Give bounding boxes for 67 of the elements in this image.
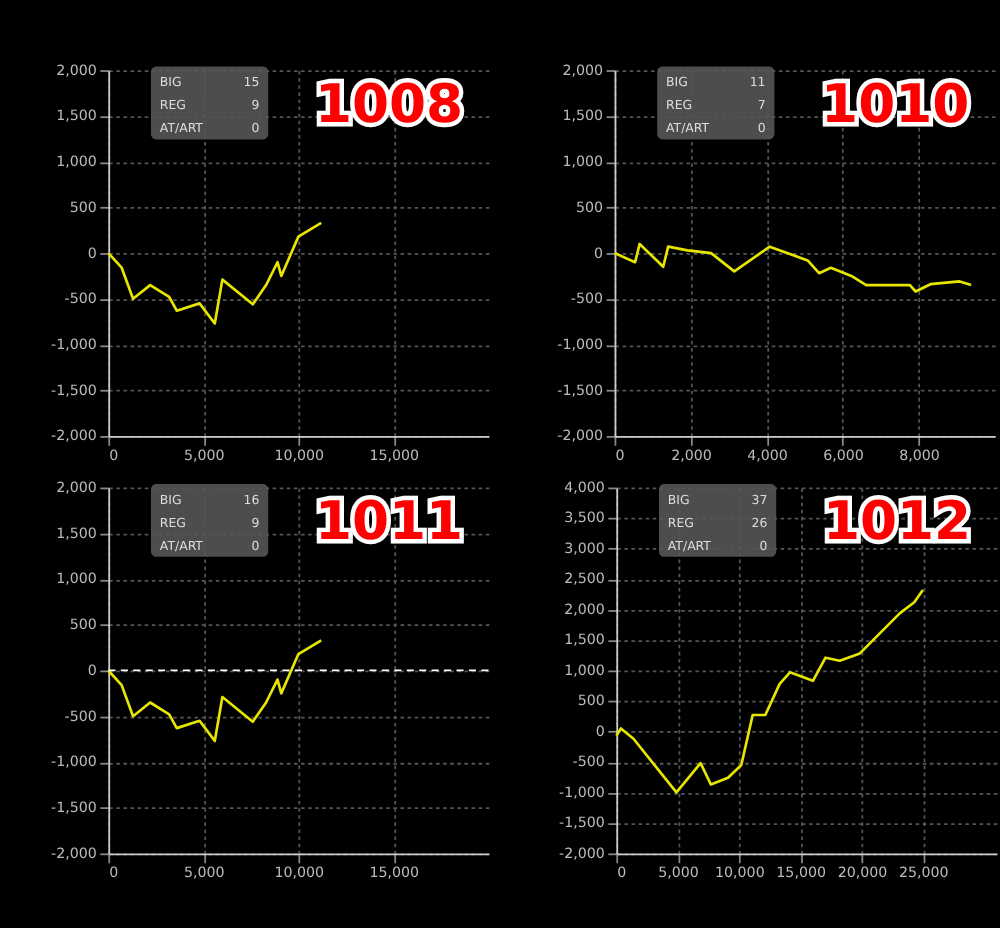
x-tick-label: 8,000 [899, 446, 941, 465]
x-tick-label: 5,000 [183, 446, 226, 465]
y-tick-label: 500 [577, 691, 606, 710]
x-tick-label: 10,000 [274, 446, 326, 465]
y-tick-label: 4,000 [564, 477, 606, 496]
x-tick-label: 20,000 [837, 863, 889, 882]
y-tick-label: 1,000 [562, 152, 604, 171]
x-tick-label: 15,000 [369, 863, 421, 882]
x-tick-label: 15,000 [776, 863, 827, 882]
y-tick-label: -1,000 [557, 334, 604, 353]
y-tick-label: -1,500 [557, 380, 604, 399]
line-series [107, 221, 323, 325]
y-tick-label: 2,000 [56, 60, 98, 79]
x-tick-label: 0 [109, 446, 120, 465]
y-tick-label: -1,500 [559, 813, 606, 832]
y-tick-label: 1,500 [56, 106, 98, 125]
x-tick-label: 0 [615, 446, 626, 465]
y-tick-label: 1,000 [56, 152, 98, 171]
y-tick-label: 500 [69, 197, 98, 216]
x-tick-label: 2,000 [671, 446, 713, 465]
x-tick-label: 0 [109, 863, 120, 882]
y-tick-label: 2,500 [564, 569, 606, 588]
y-tick-label: 2,000 [56, 477, 98, 496]
y-tick-label: -1,000 [51, 334, 98, 353]
y-tick-label: 3,000 [564, 538, 606, 557]
y-tick-label: 1,000 [56, 569, 98, 588]
y-tick-label: 2,000 [564, 599, 606, 618]
y-tick-label: -2,000 [559, 843, 606, 862]
chart-title: 1008 [314, 73, 464, 136]
y-tick-label: -500 [64, 289, 98, 308]
y-tick-label: 500 [575, 197, 604, 216]
x-tick-label: 10,000 [715, 863, 766, 882]
y-tick-label: -2,000 [557, 426, 604, 445]
y-tick-label: 2,000 [562, 60, 604, 79]
x-tick-label: 25,000 [898, 863, 950, 882]
y-tick-label: -500 [572, 752, 606, 771]
chart-title: 1012 [822, 491, 972, 554]
x-tick-label: 15,000 [369, 446, 421, 465]
x-tick-label: 0 [617, 863, 628, 882]
y-tick-label: -1,500 [51, 798, 98, 817]
y-tick-label: 1,500 [564, 630, 606, 649]
y-tick-label: 0 [595, 721, 606, 740]
y-tick-label: -500 [570, 289, 604, 308]
y-tick-label: -500 [64, 706, 98, 725]
line-series [107, 638, 323, 743]
y-tick-label: 0 [87, 243, 98, 262]
y-tick-label: 0 [593, 243, 604, 262]
y-tick-label: 3,500 [564, 508, 606, 527]
y-tick-label: 1,500 [56, 523, 98, 542]
x-tick-label: 10,000 [274, 863, 326, 882]
y-tick-label: -2,000 [51, 843, 98, 862]
x-tick-label: 4,000 [747, 446, 789, 465]
x-tick-label: 5,000 [658, 863, 700, 882]
x-tick-label: 5,000 [183, 863, 226, 882]
y-tick-label: -1,000 [559, 782, 606, 801]
y-tick-label: -1,000 [51, 752, 98, 771]
y-tick-label: -1,500 [51, 380, 98, 399]
y-tick-label: 500 [69, 615, 98, 634]
line-series [613, 242, 973, 293]
line-series [615, 588, 925, 794]
y-tick-label: -2,000 [51, 426, 98, 445]
chart-title: 1010 [821, 73, 970, 136]
chart-title: 1011 [314, 491, 464, 554]
y-tick-label: 0 [87, 660, 98, 679]
y-tick-label: 1,500 [562, 106, 604, 125]
x-tick-label: 6,000 [823, 446, 865, 465]
y-tick-label: 1,000 [564, 660, 606, 679]
